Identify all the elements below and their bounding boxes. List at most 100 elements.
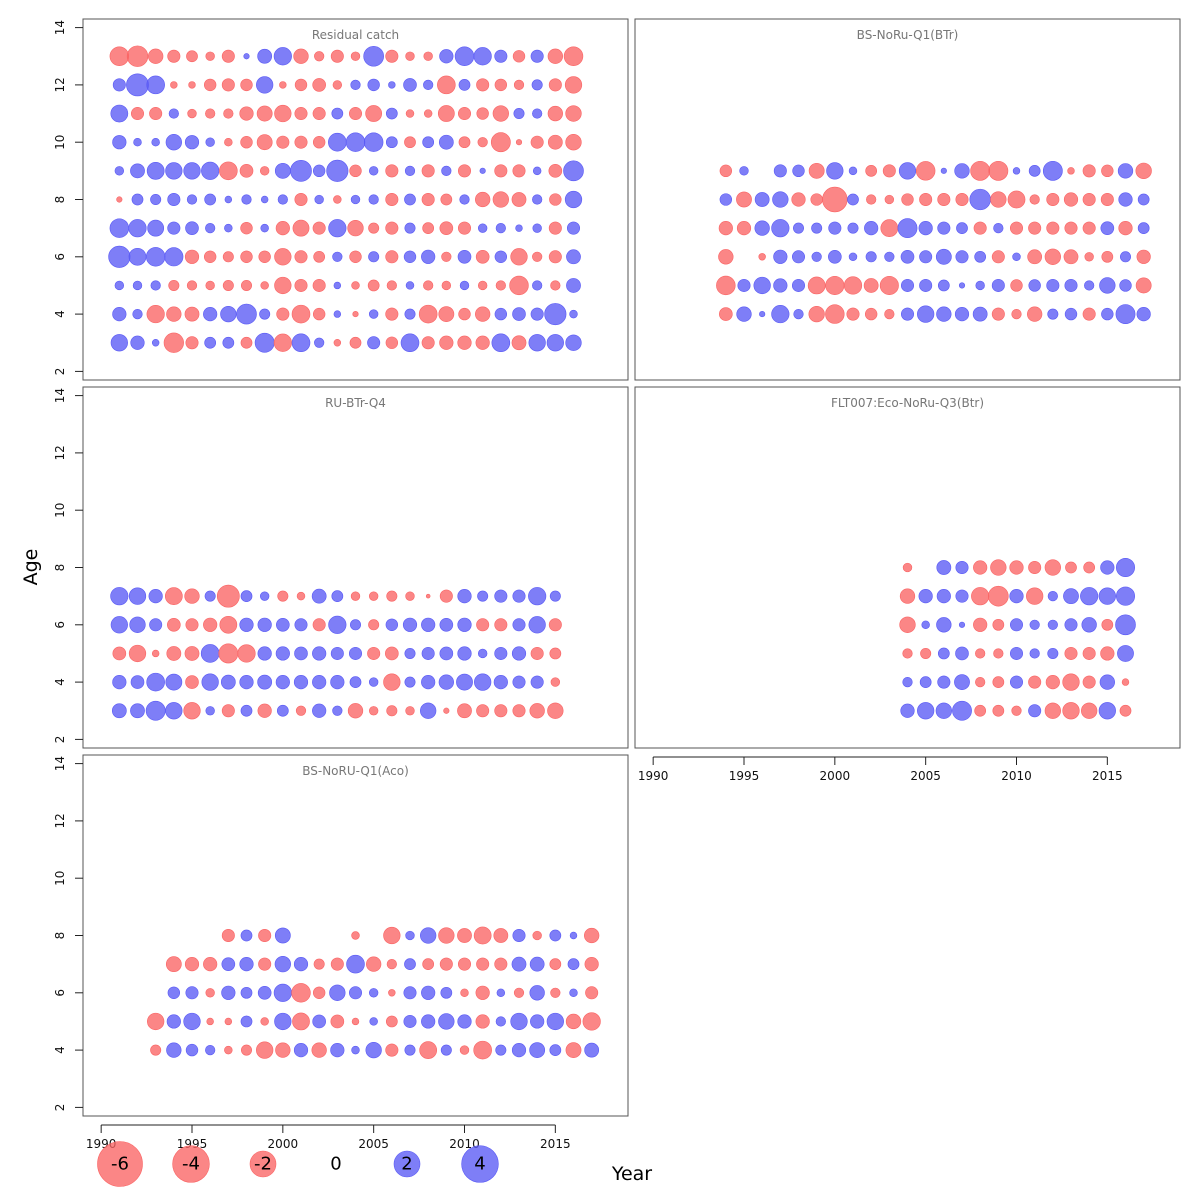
residual-bubble <box>1064 278 1078 292</box>
residual-bubble <box>333 339 342 347</box>
residual-bubble <box>273 47 292 66</box>
residual-bubble <box>1119 279 1132 292</box>
residual-bubble <box>131 193 144 206</box>
residual-bubble <box>460 988 469 998</box>
residual-bubble <box>457 928 472 943</box>
residual-bubble <box>205 988 215 998</box>
residual-bubble <box>292 219 310 237</box>
residual-bubble <box>291 983 311 1003</box>
residual-bubble <box>133 137 142 147</box>
residual-bubble <box>513 108 525 120</box>
residual-bubble <box>548 618 562 632</box>
residual-bubble <box>275 646 290 661</box>
residual-bubble <box>184 957 200 972</box>
residual-bubble <box>512 675 526 689</box>
residual-bubble <box>108 245 131 268</box>
residual-bubble <box>529 703 545 719</box>
residual-bubble <box>311 1042 327 1058</box>
residual-bubble <box>132 280 143 291</box>
residual-bubble <box>1046 278 1060 292</box>
residual-bubble <box>1009 221 1023 235</box>
residual-bubble <box>205 280 215 291</box>
residual-bubble <box>773 164 787 178</box>
residual-bubble <box>368 988 379 998</box>
residual-bubble <box>240 929 253 942</box>
residual-bubble <box>884 251 895 262</box>
residual-bubble <box>385 1015 398 1028</box>
residual-bubble <box>330 1014 345 1029</box>
residual-bubble <box>456 673 473 691</box>
residual-bubble <box>918 221 933 236</box>
residual-bubble <box>219 161 238 181</box>
residual-bubble <box>239 675 254 690</box>
x-tick-label: 1995 <box>729 769 760 783</box>
residual-bubble <box>1063 249 1079 265</box>
bubbles <box>716 160 1152 325</box>
residual-bubble <box>954 674 970 690</box>
residual-bubble <box>185 986 199 1000</box>
residual-bubble <box>183 1012 201 1031</box>
residual-bubble <box>277 590 289 602</box>
residual-bubble <box>166 1014 181 1029</box>
residual-bubble <box>584 1042 600 1058</box>
residual-bubble <box>240 136 253 149</box>
residual-bubble <box>1029 648 1040 659</box>
residual-bubble <box>260 195 269 204</box>
residual-bubble <box>879 275 899 295</box>
residual-bubble <box>385 336 399 349</box>
y-tick-label: 2 <box>53 736 67 744</box>
residual-bubble <box>165 162 183 180</box>
residual-bubble <box>368 222 380 234</box>
residual-bubble <box>1082 646 1096 660</box>
residual-bubble <box>186 194 198 205</box>
residual-bubble <box>1042 160 1063 181</box>
residual-bubble <box>565 1042 582 1058</box>
residual-bubble <box>256 1041 274 1059</box>
residual-bubble <box>515 224 523 232</box>
residual-bubble <box>221 985 236 1000</box>
residual-bubble <box>205 223 216 234</box>
residual-bubble <box>900 250 915 264</box>
residual-bubble <box>128 247 147 266</box>
residual-bubble <box>550 280 561 291</box>
residual-bubble <box>1064 221 1078 235</box>
residual-bubble <box>239 106 254 121</box>
residual-bubble <box>992 618 1005 631</box>
residual-bubble <box>170 81 178 89</box>
residual-bubble <box>476 957 490 971</box>
residual-bubble <box>312 986 326 999</box>
residual-bubble <box>114 166 125 176</box>
residual-bubble <box>865 251 877 263</box>
residual-bubble <box>291 333 311 353</box>
residual-bubble <box>1065 561 1077 574</box>
residual-bubble <box>955 250 969 264</box>
residual-bubble <box>293 675 309 690</box>
residual-bubble <box>864 221 879 236</box>
residual-bubble <box>294 78 308 92</box>
residual-bubble <box>368 166 379 176</box>
residual-bubble <box>808 162 825 179</box>
residual-bubble <box>955 560 969 574</box>
residual-bubble <box>146 161 165 180</box>
legend-bubble <box>249 1150 277 1178</box>
residual-bubble <box>454 46 475 66</box>
residual-bubble <box>277 194 288 205</box>
residual-bubble <box>494 957 508 971</box>
residual-bubble <box>203 957 218 972</box>
residual-bubble <box>258 957 272 971</box>
residual-bubble <box>421 164 435 178</box>
residual-bubble <box>475 1014 490 1029</box>
residual-bubble <box>368 194 379 205</box>
residual-bubble <box>1044 559 1061 576</box>
residual-bubble <box>150 280 161 291</box>
residual-bubble <box>314 51 325 62</box>
residual-bubble <box>312 307 326 321</box>
legend-bubble <box>461 1145 499 1183</box>
residual-bubble <box>1100 646 1115 661</box>
residual-bubble <box>1099 277 1116 294</box>
residual-bubble <box>1009 675 1023 689</box>
residual-bubble <box>584 957 599 972</box>
residual-bubble <box>420 702 437 719</box>
residual-bubble <box>404 222 416 234</box>
residual-bubble <box>167 193 181 207</box>
